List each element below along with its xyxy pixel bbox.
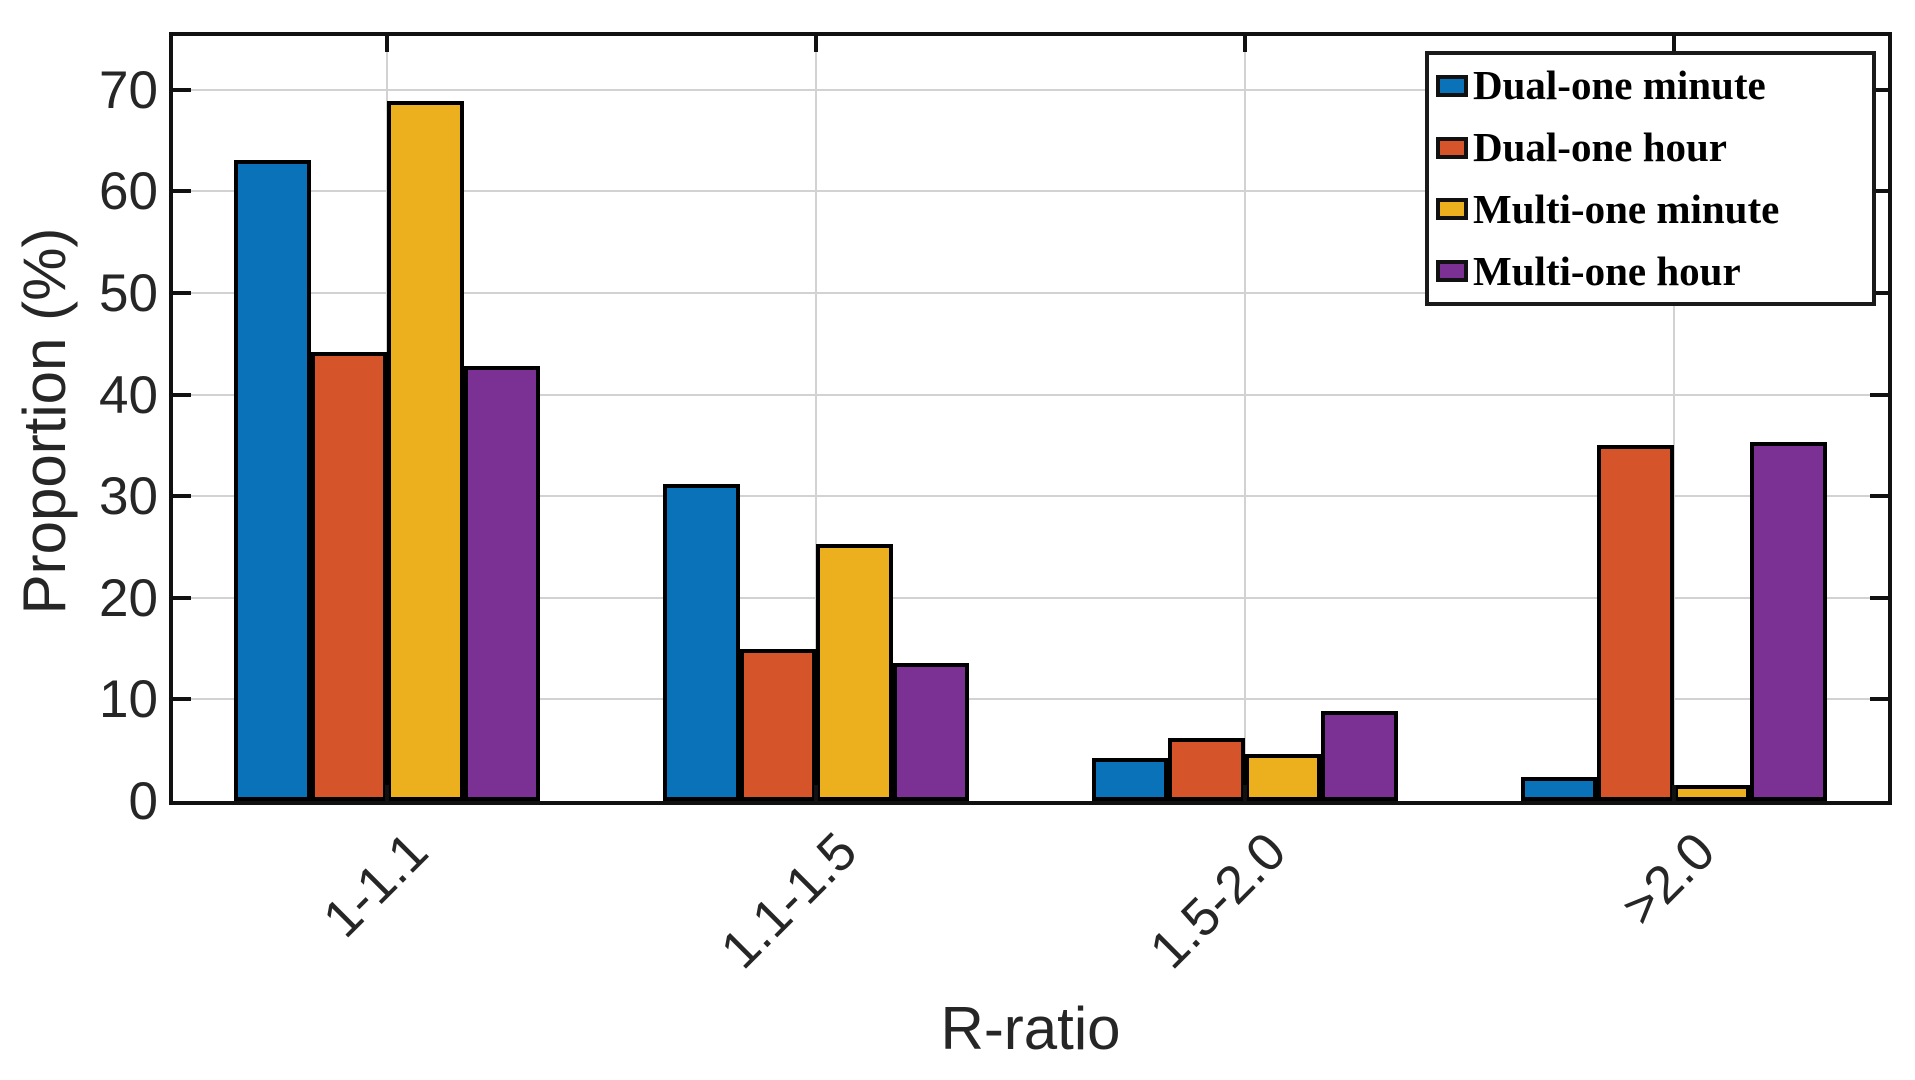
y-tick-right <box>1870 697 1888 702</box>
y-tick-right <box>1870 595 1888 600</box>
bar-multi-one-minute-1.5-2.0 <box>1244 754 1322 801</box>
bar-multi-one-minute->2.0 <box>1673 784 1751 801</box>
bar-multi-one-hour->2.0 <box>1750 442 1827 801</box>
legend-item: Multi-one minute <box>1436 179 1872 241</box>
y-tick-label: 50 <box>99 264 158 324</box>
y-tick-label: 60 <box>99 162 158 222</box>
legend-swatch-dual-one-minute <box>1436 74 1468 97</box>
legend-swatch-multi-one-hour <box>1436 260 1468 283</box>
x-tick-top <box>1671 36 1676 52</box>
bar-dual-one-hour-1.1-1.5 <box>739 648 817 801</box>
y-gridline <box>173 292 1888 295</box>
y-tick-left <box>173 595 191 600</box>
y-gridline <box>173 393 1888 396</box>
y-tick-right <box>1870 87 1888 92</box>
bar-multi-one-hour-1-1.1 <box>463 366 541 801</box>
legend-item: Dual-one minute <box>1436 55 1872 117</box>
bar-multi-one-minute-1.1-1.5 <box>816 544 893 801</box>
bar-multi-one-hour-1.1-1.5 <box>892 662 970 801</box>
bar-dual-one-minute-1.5-2.0 <box>1091 758 1169 801</box>
bar-multi-one-hour-1.5-2.0 <box>1321 710 1398 801</box>
x-tick-bottom <box>1242 785 1247 801</box>
y-tick-label: 30 <box>99 467 158 527</box>
x-tick-bottom <box>385 785 390 801</box>
legend-item: Multi-one hour <box>1436 240 1872 302</box>
y-gridline <box>173 495 1888 498</box>
y-tick-label: 70 <box>99 60 158 120</box>
y-tick-right <box>1870 291 1888 296</box>
bar-multi-one-minute-1-1.1 <box>387 101 464 801</box>
x-tick-top <box>814 36 819 52</box>
y-tick-left <box>173 87 191 92</box>
y-tick-label: 0 <box>128 772 158 831</box>
x-gridline <box>1243 36 1246 801</box>
bar-dual-one-minute-1-1.1 <box>234 159 311 801</box>
bar-dual-one-hour-1-1.1 <box>310 351 388 801</box>
bar-dual-one-hour->2.0 <box>1597 445 1674 801</box>
x-tick-bottom <box>814 785 819 801</box>
x-tick-bottom <box>1671 785 1676 801</box>
x-tick-top <box>1242 36 1247 52</box>
y-gridline <box>173 698 1888 701</box>
legend-swatch-dual-one-hour <box>1436 136 1468 159</box>
y-gridline <box>173 596 1888 599</box>
plot-area <box>169 32 1892 805</box>
legend-swatch-multi-one-minute <box>1436 198 1468 221</box>
legend: Dual-one minute Dual-one hour Multi-one mi… <box>1425 51 1876 306</box>
y-tick-left <box>173 392 191 397</box>
legend-label: Dual-one hour <box>1473 124 1728 171</box>
x-tick-top <box>385 36 390 52</box>
legend-label: Multi-one hour <box>1473 247 1741 294</box>
y-gridline <box>173 190 1888 193</box>
y-tick-left <box>173 189 191 194</box>
y-gridline <box>173 88 1888 91</box>
x-axis-label: R-ratio <box>940 995 1121 1062</box>
legend-item: Dual-one hour <box>1436 117 1872 179</box>
bar-dual-one-hour-1.5-2.0 <box>1168 738 1245 801</box>
x-gridline <box>1672 36 1675 801</box>
y-tick-right <box>1870 189 1888 194</box>
y-tick-left <box>173 697 191 702</box>
y-tick-label: 40 <box>99 365 158 425</box>
bar-dual-one-minute-1.1-1.5 <box>663 484 740 801</box>
bar-dual-one-minute->2.0 <box>1520 776 1598 801</box>
y-tick-left <box>173 494 191 499</box>
y-tick-left <box>173 291 191 296</box>
y-tick-right <box>1870 392 1888 397</box>
legend-label: Dual-one minute <box>1473 62 1766 109</box>
y-tick-label: 10 <box>99 670 158 730</box>
y-tick-label: 20 <box>99 568 158 628</box>
x-gridline <box>815 36 818 801</box>
y-tick-right <box>1870 494 1888 499</box>
legend-label: Multi-one minute <box>1473 185 1780 232</box>
